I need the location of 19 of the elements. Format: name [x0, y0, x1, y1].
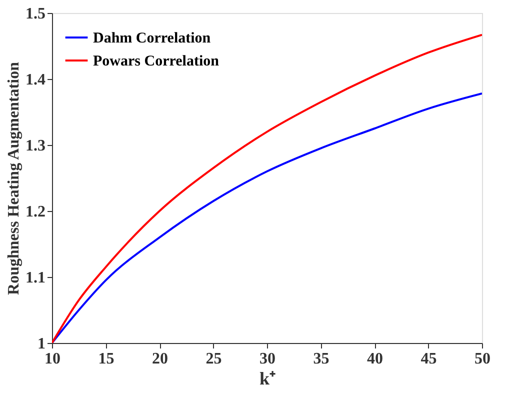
x-tick-label: 25	[206, 350, 222, 368]
x-tick-label: 40	[367, 350, 383, 368]
y-tick-label: 1.1	[26, 270, 46, 286]
legend-label: Dahm Correlation	[93, 30, 212, 46]
x-tick-label: 45	[420, 350, 437, 368]
y-axis-title: Roughness Heating Augmentation	[6, 62, 22, 295]
y-tick-label: 1	[38, 336, 46, 352]
x-tick-label: 50	[474, 350, 490, 368]
legend-label: Powars Correlation	[93, 54, 220, 70]
y-tick-label: 1.4	[26, 72, 46, 88]
x-axis-title: k⁺	[259, 368, 276, 388]
x-tick-label: 10	[44, 350, 60, 368]
y-tick-label: 1.2	[26, 204, 46, 220]
x-tick-label: 15	[98, 350, 114, 368]
x-tick-label: 35	[313, 350, 330, 368]
y-tick-label: 1.5	[26, 6, 46, 22]
y-tick-label: 1.3	[26, 138, 46, 154]
x-tick-label: 30	[260, 350, 276, 368]
x-tick-label: 20	[152, 350, 168, 368]
